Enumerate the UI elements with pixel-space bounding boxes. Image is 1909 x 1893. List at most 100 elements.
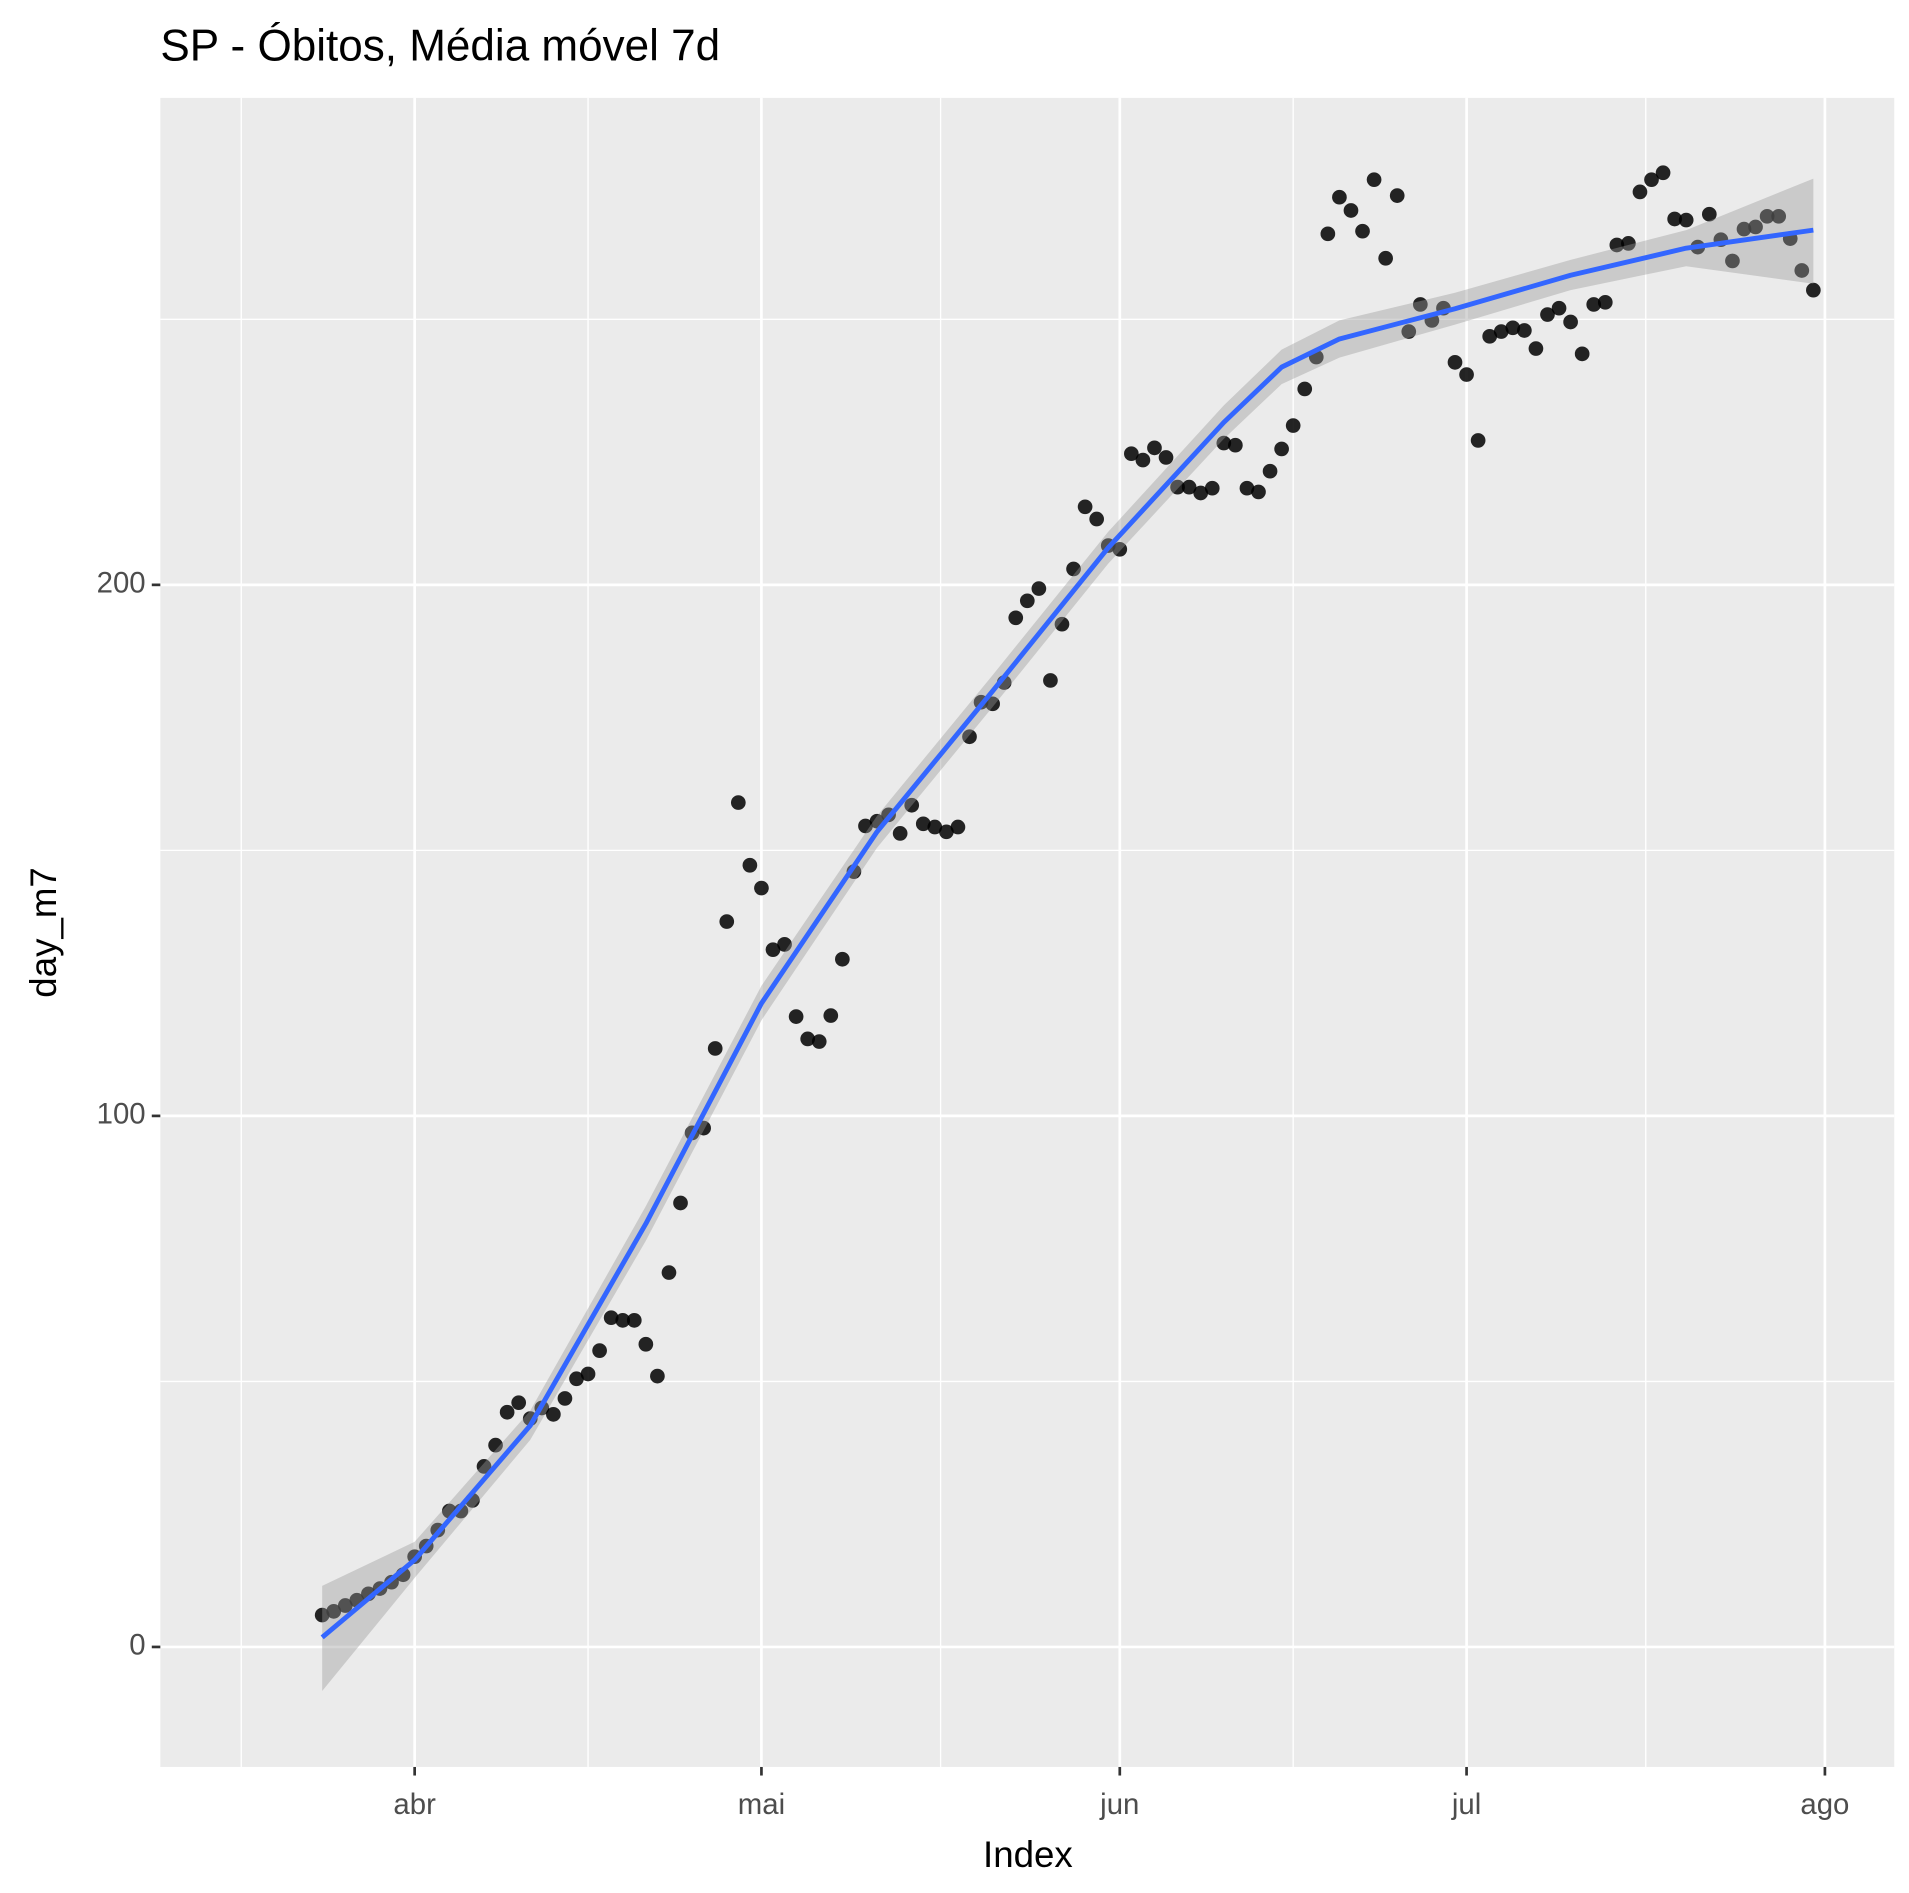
panel xyxy=(160,97,1895,1767)
point xyxy=(1528,341,1544,356)
point xyxy=(1320,226,1336,242)
point xyxy=(1701,206,1717,222)
y-tick-label: 100 xyxy=(97,1098,146,1131)
point xyxy=(1332,189,1347,205)
chart-title: SP - Óbitos, Média móvel 7d xyxy=(160,22,720,71)
y-tick-label: 200 xyxy=(97,567,146,600)
point xyxy=(1806,282,1821,298)
point xyxy=(1077,499,1093,515)
point xyxy=(626,1313,642,1328)
point xyxy=(985,696,1000,712)
point xyxy=(1540,307,1555,322)
point xyxy=(569,1371,584,1387)
point xyxy=(1794,263,1810,278)
point xyxy=(823,1008,839,1023)
point xyxy=(326,1604,342,1619)
point xyxy=(1239,480,1255,496)
y-axis-title: day_m7 xyxy=(23,867,64,998)
point xyxy=(1066,561,1081,577)
point xyxy=(337,1598,353,1613)
point xyxy=(1031,581,1047,596)
x-tick-label: mai xyxy=(738,1788,785,1821)
point xyxy=(1632,184,1648,200)
x-tick-label: jun xyxy=(1099,1788,1139,1821)
point xyxy=(742,857,758,873)
point xyxy=(1678,212,1694,228)
point xyxy=(1389,188,1405,203)
point xyxy=(1459,367,1474,382)
point xyxy=(915,816,931,832)
point xyxy=(1551,300,1567,316)
point xyxy=(488,1437,503,1453)
point xyxy=(1470,433,1486,448)
point xyxy=(962,729,977,745)
point xyxy=(1216,435,1232,451)
point xyxy=(546,1407,561,1422)
point xyxy=(1655,165,1671,181)
point xyxy=(592,1343,607,1358)
point xyxy=(1343,203,1359,218)
point xyxy=(1170,479,1185,495)
point xyxy=(1725,253,1740,269)
smooth-line xyxy=(320,227,1814,1640)
point xyxy=(1412,297,1428,312)
point xyxy=(1112,541,1128,557)
point xyxy=(1493,324,1509,339)
point xyxy=(788,1009,804,1024)
point xyxy=(1204,480,1220,496)
point xyxy=(1135,452,1151,468)
x-tick-label: abr xyxy=(393,1788,436,1821)
point xyxy=(1158,450,1174,465)
point xyxy=(1043,673,1058,688)
point xyxy=(904,797,920,813)
point xyxy=(1262,463,1278,479)
point xyxy=(314,1607,330,1623)
point xyxy=(811,1034,827,1049)
point xyxy=(1274,441,1289,457)
point xyxy=(1482,328,1498,344)
point xyxy=(580,1366,596,1382)
point xyxy=(707,1041,723,1056)
point xyxy=(661,1265,677,1280)
point xyxy=(800,1031,816,1047)
point xyxy=(1621,236,1636,251)
point xyxy=(1054,616,1070,632)
point xyxy=(1251,484,1266,500)
point xyxy=(1736,221,1752,237)
x-tick-label: jul xyxy=(1451,1788,1481,1821)
point xyxy=(950,819,966,835)
point xyxy=(1771,208,1787,224)
point xyxy=(858,818,873,834)
point xyxy=(1609,237,1625,253)
point xyxy=(1759,208,1775,224)
point xyxy=(730,795,746,810)
point xyxy=(1586,297,1602,312)
point xyxy=(1285,418,1301,433)
point xyxy=(835,951,850,967)
point xyxy=(557,1391,573,1406)
point xyxy=(1297,381,1313,397)
point xyxy=(754,880,769,896)
point xyxy=(476,1459,492,1474)
point xyxy=(777,937,792,952)
point xyxy=(673,1195,688,1211)
point xyxy=(1517,323,1532,338)
point xyxy=(1574,346,1590,362)
y-tick-label: 0 xyxy=(129,1629,145,1662)
point xyxy=(1366,172,1382,188)
point xyxy=(892,826,908,841)
point xyxy=(1228,437,1243,453)
point xyxy=(638,1336,654,1352)
point xyxy=(615,1313,631,1328)
point xyxy=(1008,610,1024,626)
point xyxy=(1505,320,1521,336)
point xyxy=(650,1368,665,1384)
point xyxy=(1378,250,1393,266)
point xyxy=(1355,223,1370,239)
point xyxy=(1019,593,1035,609)
point xyxy=(1667,211,1682,227)
point xyxy=(511,1395,527,1411)
point xyxy=(1447,355,1463,370)
point xyxy=(1181,479,1197,495)
